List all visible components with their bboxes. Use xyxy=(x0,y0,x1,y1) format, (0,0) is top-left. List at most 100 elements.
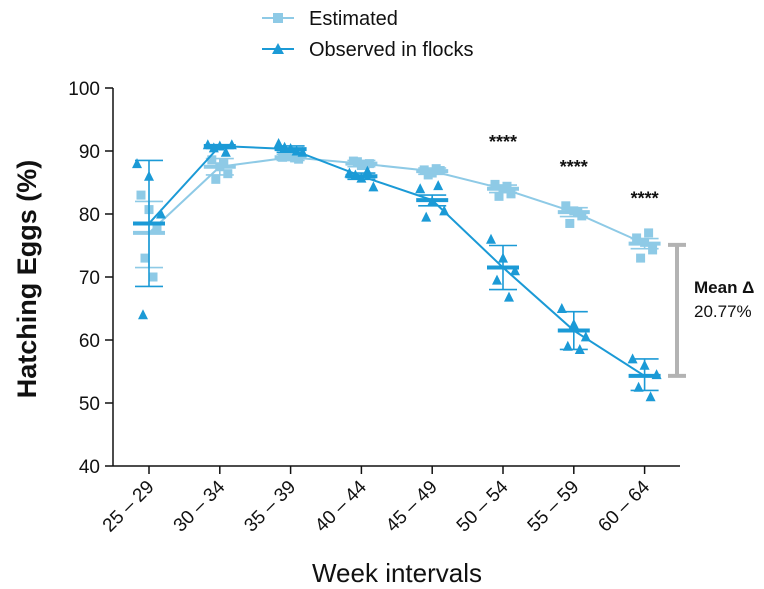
legend-item-observed: Observed in flocks xyxy=(262,39,474,61)
data-point-observed xyxy=(208,142,219,153)
data-point-observed xyxy=(627,353,638,364)
data-point-observed xyxy=(356,172,367,183)
mean-delta-bracket: Mean Δ 20.77% xyxy=(668,242,754,378)
data-point-estimated xyxy=(490,179,500,189)
data-point-estimated xyxy=(644,228,654,238)
series-line xyxy=(148,144,646,377)
data-point-estimated xyxy=(565,218,575,228)
y-tick-label: 50 xyxy=(79,394,100,415)
data-point-estimated xyxy=(648,245,658,255)
y-tick-label: 80 xyxy=(79,205,100,226)
data-point-observed xyxy=(202,139,213,150)
data-point-observed xyxy=(415,183,426,194)
mean-delta-value: 20.77% xyxy=(694,302,752,321)
x-tick-label: 50 – 54 xyxy=(453,476,513,536)
data-point-observed xyxy=(492,274,502,285)
data-point-observed xyxy=(362,165,373,176)
significance-label: **** xyxy=(631,189,659,209)
x-tick-label: 40 – 44 xyxy=(311,476,371,536)
data-point-observed xyxy=(279,141,290,152)
legend-item-estimated: Estimated xyxy=(262,8,398,30)
series-observed xyxy=(132,137,662,402)
data-point-observed xyxy=(427,195,438,206)
data-point-observed xyxy=(486,233,496,244)
data-point-observed xyxy=(498,252,508,263)
data-point-estimated xyxy=(636,253,646,263)
y-tick-label: 40 xyxy=(79,457,100,478)
x-tick-label: 55 – 59 xyxy=(524,477,584,537)
significance-markers: **** **** **** xyxy=(489,132,659,209)
legend-label-estimated: Estimated xyxy=(309,8,398,30)
data-point-estimated xyxy=(352,157,362,167)
data-point-observed xyxy=(156,208,166,219)
data-point-estimated xyxy=(148,272,158,282)
data-point-estimated xyxy=(282,152,292,162)
data-point-estimated xyxy=(207,155,217,165)
significance-label: **** xyxy=(489,132,517,152)
legend: Estimated Observed in flocks xyxy=(262,8,474,61)
data-point-observed xyxy=(350,169,361,180)
data-point-estimated xyxy=(573,208,583,218)
data-point-estimated xyxy=(561,201,571,211)
data-point-observed xyxy=(651,369,662,380)
data-point-observed xyxy=(556,303,567,313)
x-tick-label: 25 – 29 xyxy=(99,477,159,537)
x-tick-label: 60 – 64 xyxy=(594,476,654,536)
data-point-observed xyxy=(421,211,432,222)
y-tick-label: 60 xyxy=(79,331,100,352)
data-point-observed xyxy=(633,381,644,392)
data-point-observed xyxy=(645,391,656,402)
data-point-observed xyxy=(144,170,154,181)
y-axis-ticks: 40 50 60 70 80 90 100 xyxy=(68,79,113,478)
data-point-estimated xyxy=(360,159,370,169)
data-point-observed xyxy=(226,139,237,150)
data-point-observed xyxy=(433,180,444,191)
data-point-observed xyxy=(562,340,573,351)
data-point-estimated xyxy=(419,165,429,175)
x-axis-title: Week intervals xyxy=(312,558,482,588)
mean-delta-title: Mean Δ xyxy=(694,278,754,297)
data-point-observed xyxy=(574,343,585,354)
data-point-estimated xyxy=(152,225,162,235)
legend-marker-observed xyxy=(272,43,284,54)
data-point-observed xyxy=(291,145,302,156)
data-point-observed xyxy=(639,359,650,370)
x-tick-label: 30 – 34 xyxy=(170,476,230,536)
data-point-estimated xyxy=(640,237,650,247)
data-point-estimated xyxy=(632,233,642,243)
data-point-estimated xyxy=(219,159,229,169)
data-point-observed xyxy=(220,146,231,157)
data-point-estimated xyxy=(506,189,516,199)
data-point-estimated xyxy=(494,191,504,201)
legend-marker-estimated xyxy=(273,13,283,23)
data-point-estimated xyxy=(136,190,146,200)
data-point-estimated xyxy=(502,181,512,191)
y-tick-label: 100 xyxy=(68,79,100,100)
x-tick-label: 35 – 39 xyxy=(240,477,300,537)
data-point-observed xyxy=(568,318,579,329)
data-point-observed xyxy=(368,181,379,192)
data-point-observed xyxy=(138,309,148,320)
data-point-observed xyxy=(214,140,225,151)
x-axis-ticks: 25 – 29 30 – 34 35 – 39 40 – 44 45 – 49 50 – … xyxy=(99,466,654,537)
data-point-estimated xyxy=(140,253,150,263)
data-point-observed xyxy=(273,137,284,148)
data-point-estimated xyxy=(223,169,233,179)
data-point-observed xyxy=(510,265,520,276)
y-tick-label: 70 xyxy=(79,268,100,289)
x-tick-label: 45 – 49 xyxy=(382,477,442,537)
y-axis-title: Hatching Eggs (%) xyxy=(12,160,42,399)
data-point-observed xyxy=(132,158,142,169)
data-point-observed xyxy=(344,167,355,178)
data-point-observed xyxy=(504,291,514,302)
data-point-observed xyxy=(439,205,450,216)
significance-label: **** xyxy=(560,157,588,177)
legend-label-observed: Observed in flocks xyxy=(309,39,474,61)
y-tick-label: 90 xyxy=(79,142,100,163)
data-point-estimated xyxy=(290,153,300,163)
data-point-estimated xyxy=(423,170,433,180)
data-point-estimated xyxy=(211,174,221,184)
data-point-estimated xyxy=(431,164,441,174)
data-point-observed xyxy=(580,331,591,342)
